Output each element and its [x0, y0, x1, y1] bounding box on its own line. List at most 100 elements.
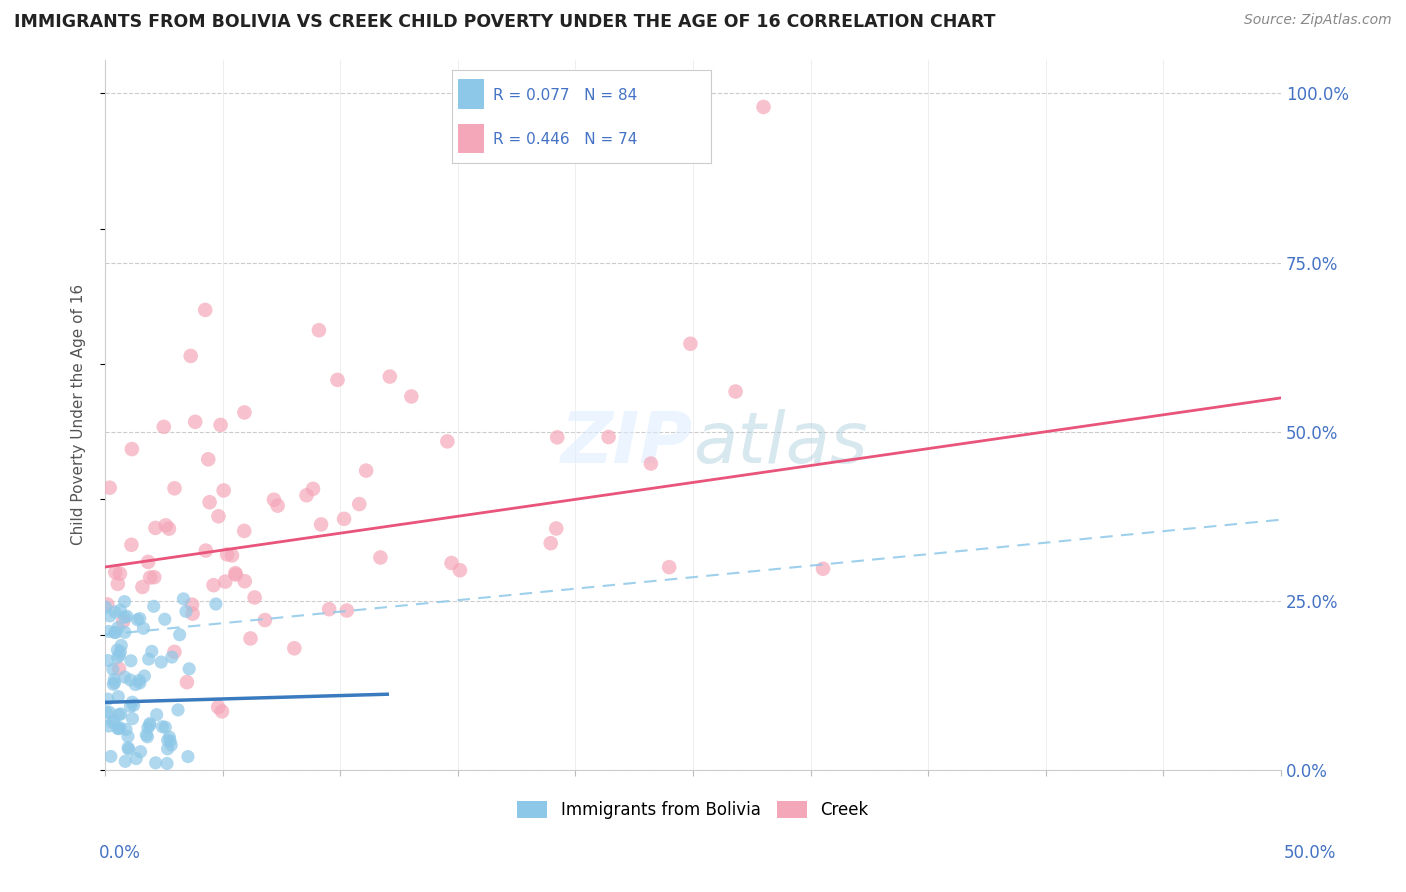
Point — [118, 742, 141, 756]
Point — [139, 716, 162, 731]
Point — [370, 550, 392, 565]
Point — [214, 574, 236, 589]
Point — [132, 621, 155, 635]
Point — [107, 621, 129, 635]
Point — [225, 567, 247, 582]
Point — [143, 570, 166, 584]
Point — [156, 733, 179, 747]
Point — [436, 434, 458, 449]
Point — [107, 722, 129, 736]
Point — [107, 650, 129, 665]
Point — [103, 673, 125, 687]
Text: Source: ZipAtlas.com: Source: ZipAtlas.com — [1244, 13, 1392, 28]
Point — [139, 570, 162, 584]
Point — [159, 730, 181, 744]
Point — [142, 599, 165, 614]
Point — [217, 548, 239, 562]
Point — [308, 323, 330, 337]
Point — [598, 430, 620, 444]
Point — [125, 751, 148, 765]
Point — [117, 740, 139, 755]
Point — [100, 749, 122, 764]
Point — [96, 598, 118, 612]
Point — [378, 369, 401, 384]
Point — [110, 706, 132, 721]
Point — [197, 452, 219, 467]
Point — [159, 734, 181, 748]
Point — [98, 609, 121, 624]
Point — [104, 625, 127, 640]
Point — [117, 730, 139, 744]
Point — [103, 677, 125, 691]
Point — [194, 543, 217, 558]
Point — [114, 610, 136, 624]
Point — [211, 704, 233, 718]
Point — [103, 675, 125, 690]
Point — [134, 669, 156, 683]
Point — [207, 700, 229, 714]
Point — [302, 482, 325, 496]
Point — [640, 457, 662, 471]
Point — [120, 699, 142, 714]
Point — [107, 722, 129, 736]
Point — [658, 560, 681, 574]
Point — [114, 755, 136, 769]
Point — [108, 566, 131, 581]
Point — [167, 703, 190, 717]
Point — [145, 707, 167, 722]
Point — [156, 742, 179, 756]
Point — [180, 349, 202, 363]
Point — [233, 524, 256, 538]
Point — [135, 728, 157, 742]
Point — [104, 625, 127, 640]
Point — [97, 654, 120, 668]
Point — [349, 497, 371, 511]
Point — [326, 373, 349, 387]
Point — [202, 578, 225, 592]
Point — [207, 509, 229, 524]
Point — [198, 495, 221, 509]
Point — [108, 721, 131, 735]
Y-axis label: Child Poverty Under the Age of 16: Child Poverty Under the Age of 16 — [72, 285, 86, 545]
Point — [129, 745, 152, 759]
Point — [150, 655, 173, 669]
Point — [107, 577, 129, 591]
Point — [540, 536, 562, 550]
Point — [752, 100, 775, 114]
Text: IMMIGRANTS FROM BOLIVIA VS CREEK CHILD POVERTY UNDER THE AGE OF 16 CORRELATION C: IMMIGRANTS FROM BOLIVIA VS CREEK CHILD P… — [14, 13, 995, 31]
Point — [546, 430, 568, 444]
Point — [96, 705, 118, 719]
Point — [122, 698, 145, 713]
Point — [221, 549, 243, 563]
Text: atlas: atlas — [693, 409, 868, 478]
Point — [333, 512, 356, 526]
Point — [546, 521, 568, 535]
Point — [136, 555, 159, 569]
Point — [104, 565, 127, 579]
Point — [98, 481, 121, 495]
Point — [184, 415, 207, 429]
Text: ZIP: ZIP — [561, 409, 693, 478]
Point — [212, 483, 235, 498]
Point — [163, 481, 186, 495]
Point — [176, 675, 198, 690]
Point — [243, 591, 266, 605]
Point — [115, 723, 138, 737]
Point — [127, 613, 149, 627]
Point — [205, 597, 228, 611]
Point — [153, 420, 176, 434]
Point — [354, 464, 377, 478]
Point — [120, 538, 142, 552]
Point — [318, 602, 340, 616]
Point — [128, 673, 150, 688]
Point — [177, 749, 200, 764]
Point — [136, 730, 159, 744]
Point — [172, 591, 194, 606]
Point — [105, 643, 128, 657]
Point — [295, 488, 318, 502]
Point — [115, 609, 138, 624]
Point — [336, 603, 359, 617]
Point — [156, 756, 179, 771]
Point — [224, 566, 246, 581]
Point — [97, 624, 120, 639]
